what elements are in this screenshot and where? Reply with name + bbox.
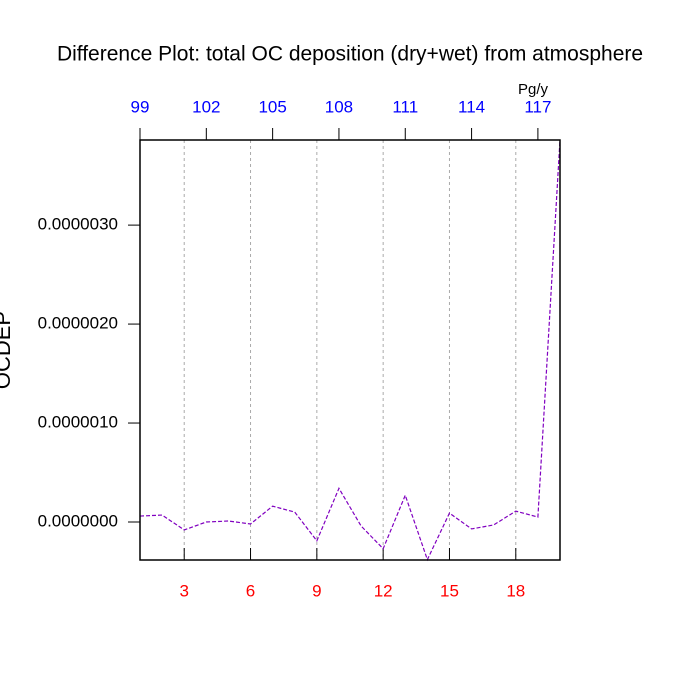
x2-tick-label: 102	[192, 97, 220, 116]
x2-tick-label: 117	[524, 97, 551, 116]
x2-tick-label: 108	[325, 97, 353, 116]
x2-tick-label: 99	[131, 97, 150, 116]
x-tick-label: 6	[246, 581, 255, 600]
chart-title: Difference Plot: total OC deposition (dr…	[57, 43, 643, 66]
data-line	[139, 139, 561, 562]
x2-tick-label: 111	[392, 97, 418, 116]
x-tick-label: 9	[312, 581, 321, 600]
x-tick-label: 18	[506, 581, 525, 600]
x2-tick-label: 105	[258, 97, 286, 116]
y-tick-label: 0.0000030	[38, 215, 118, 234]
y-tick-label: 0.0000000	[38, 511, 118, 530]
y-tick-label: 0.0000010	[38, 413, 118, 432]
x-tick-label: 12	[374, 581, 393, 600]
x-tick-label: 15	[440, 581, 459, 600]
x2-unit: Pg/y	[518, 81, 549, 98]
plot-frame	[139, 139, 561, 561]
x-tick-label: 3	[179, 581, 188, 600]
x2-tick-label: 114	[458, 97, 485, 116]
y-tick-label: 0.0000020	[38, 314, 118, 333]
y-axis-label: OCDEP	[0, 311, 15, 389]
